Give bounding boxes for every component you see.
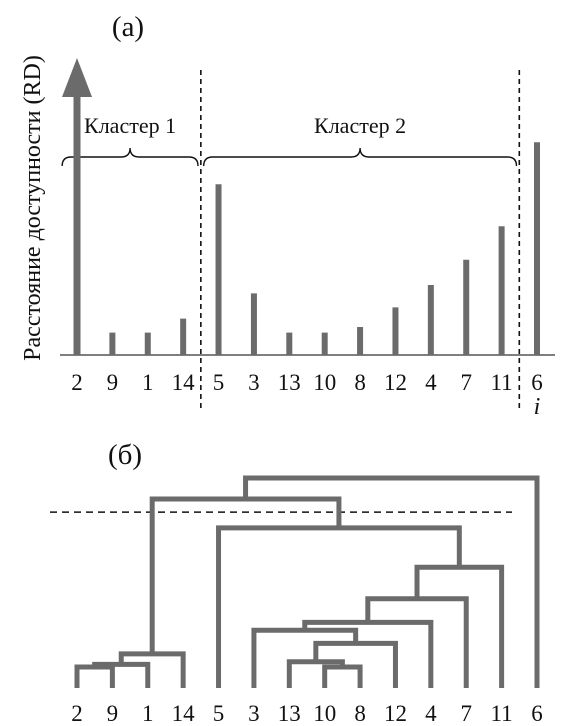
dendrogram: (б) 2 9 1 14 5 3 13 10 8 12 4 7 11 6 <box>50 439 543 726</box>
dendrogram-link <box>243 475 540 688</box>
leaf-label: 2 <box>71 701 83 726</box>
x-tick-labels-b: 2 9 1 14 5 3 13 10 8 12 4 7 11 6 <box>71 701 543 726</box>
panel-b-label: (б) <box>108 439 142 471</box>
leaf-label: 10 <box>313 701 336 726</box>
x-tick-label: 11 <box>491 370 513 395</box>
x-tick-label: 3 <box>248 370 260 395</box>
cluster-braces <box>61 147 518 167</box>
panel-a-label: (а) <box>112 11 144 43</box>
dendrogram-links <box>74 475 540 688</box>
leaf-label: 3 <box>248 701 260 726</box>
cluster-label: Кластер 2 <box>314 113 406 138</box>
cluster-labels: Кластер 1 Кластер 2 <box>84 113 406 138</box>
leaf-label: 6 <box>531 701 543 726</box>
reachability-plot: (а) Расстояние доступности (RD) Кластер … <box>20 11 555 420</box>
cluster-brace <box>61 147 199 167</box>
x-tick-label: 10 <box>313 370 336 395</box>
leaf-label: 14 <box>172 701 196 726</box>
cluster-brace <box>202 147 518 167</box>
x-tick-label: 9 <box>107 370 119 395</box>
x-tick-label: 1 <box>142 370 154 395</box>
y-axis-label: Расстояние доступности (RD) <box>20 55 46 361</box>
leaf-label: 7 <box>460 701 472 726</box>
cluster-separator-lines <box>200 70 521 410</box>
leaf-label: 5 <box>213 701 225 726</box>
leaf-label: 13 <box>278 701 301 726</box>
leaf-label: 9 <box>107 701 119 726</box>
dendrogram-link <box>74 664 115 688</box>
x-axis-label: i <box>534 394 541 420</box>
x-tick-label: 2 <box>71 370 83 395</box>
dendrogram-link <box>251 627 359 688</box>
leaf-label: 8 <box>354 701 366 726</box>
x-tick-labels-a: 2 9 1 14 5 3 13 10 8 12 4 7 11 6 <box>71 370 543 395</box>
x-tick-label: 8 <box>354 370 366 395</box>
x-tick-label: 4 <box>425 370 437 395</box>
x-tick-label: 7 <box>460 370 472 395</box>
leaf-label: 11 <box>491 701 513 726</box>
x-tick-label: 5 <box>213 370 225 395</box>
leaf-label: 1 <box>142 701 154 726</box>
x-tick-label: 14 <box>172 370 196 395</box>
x-tick-label: 12 <box>384 370 407 395</box>
leaf-label: 4 <box>425 701 437 726</box>
infinity-arrowhead <box>62 58 92 97</box>
x-tick-label: 13 <box>278 370 301 395</box>
reachability-bars <box>62 58 540 355</box>
cluster-label: Кластер 1 <box>84 113 176 138</box>
dendrogram-link <box>118 651 186 688</box>
x-tick-label: 6 <box>531 370 543 395</box>
leaf-label: 12 <box>384 701 407 726</box>
dendrogram-link <box>322 664 363 688</box>
